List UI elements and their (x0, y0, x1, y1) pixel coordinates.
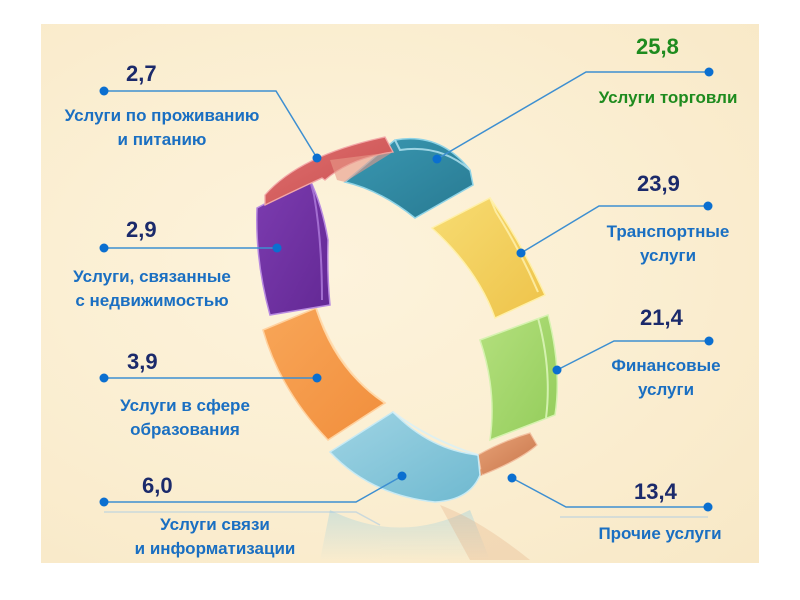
segment-finance[interactable] (479, 314, 559, 442)
connector-reflections (104, 511, 708, 526)
value-trade: 25,8 (636, 34, 679, 59)
label-transport-line1: Транспортные (606, 222, 730, 241)
label-telecom-line1: Услуги связи (160, 515, 270, 534)
label-realestate-line1: Услуги, связанные (73, 267, 231, 286)
label-accommodation-line2: и питанию (117, 130, 207, 149)
label-other: Прочие услуги (598, 524, 722, 543)
label-telecom-line2: и информатизации (134, 539, 296, 558)
label-trade: Услуги торговли (598, 88, 738, 107)
connector-telecom (104, 475, 403, 503)
value-realestate: 2,9 (126, 217, 157, 242)
connector-lines (104, 71, 709, 508)
label-education-line1: Услуги в сфере (120, 396, 250, 415)
segment-telecom[interactable] (328, 411, 481, 503)
label-transport-line2: услуги (639, 246, 697, 265)
segment-accommodation[interactable] (264, 136, 395, 207)
value-other: 13,4 (634, 479, 677, 504)
value-education: 3,9 (127, 349, 158, 374)
label-realestate-line2: с недвижимостью (75, 291, 229, 310)
connector-trade (436, 71, 709, 160)
segment-realestate[interactable] (256, 178, 331, 316)
label-finance-line2: услуги (637, 380, 695, 399)
connector-dots (99, 67, 714, 512)
value-finance: 21,4 (640, 305, 683, 330)
connector-accommodation (104, 90, 318, 159)
value-telecom: 6,0 (142, 473, 173, 498)
segment-transport[interactable] (430, 197, 546, 320)
connector-finance (556, 340, 709, 371)
label-finance-line1: Финансовые (611, 356, 721, 375)
ring-reflection (320, 505, 530, 560)
segment-education[interactable] (262, 306, 387, 441)
label-accommodation-line1: Услуги по проживанию (64, 106, 260, 125)
value-accommodation: 2,7 (126, 61, 157, 86)
connector-transport (520, 205, 708, 254)
label-education-line2: образования (130, 420, 240, 439)
value-transport: 23,9 (637, 171, 680, 196)
connector-other (511, 477, 708, 508)
